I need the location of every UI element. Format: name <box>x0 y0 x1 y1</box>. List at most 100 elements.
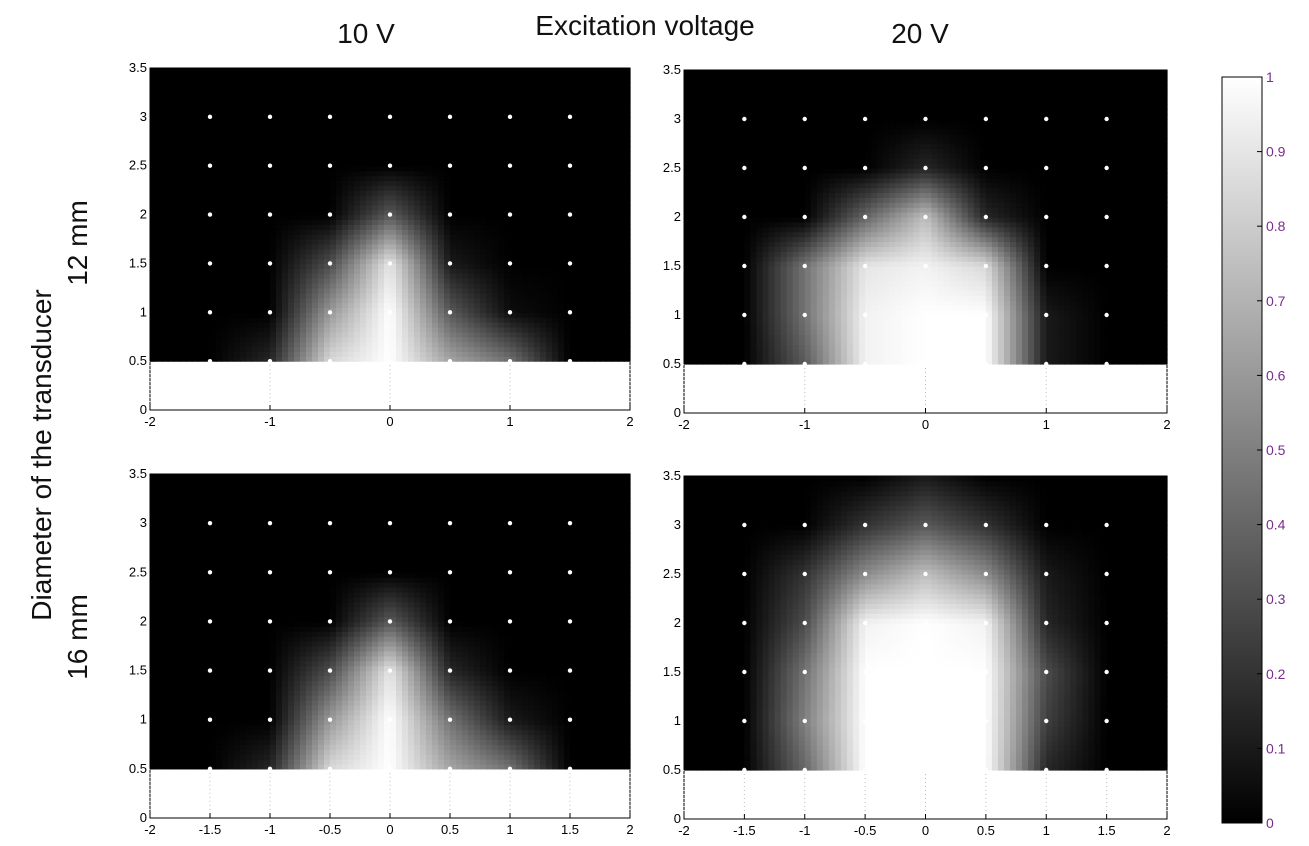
heatmap-cell <box>468 346 475 352</box>
heatmap-cell <box>420 297 427 304</box>
heatmap-cell <box>312 214 319 221</box>
heatmap-cell <box>378 170 385 177</box>
heatmap-cell <box>174 243 181 250</box>
heatmap-cell <box>522 287 529 294</box>
heatmap-cell <box>384 253 391 260</box>
heatmap-cell <box>588 77 595 84</box>
heatmap-cell <box>498 199 505 206</box>
heatmap-cell <box>240 331 247 338</box>
heatmap-cell <box>540 131 547 137</box>
heatmap-cell <box>468 307 475 313</box>
heatmap-cell <box>348 146 355 152</box>
heatmap-cell <box>354 77 361 84</box>
heatmap-cell <box>258 160 265 167</box>
heatmap-cell <box>522 111 529 118</box>
heatmap-cell <box>342 356 349 362</box>
heatmap-cell <box>372 312 379 318</box>
heatmap-cell <box>606 87 613 94</box>
heatmap-cell <box>150 190 157 196</box>
heatmap-cell <box>384 229 391 235</box>
heatmap-cell <box>378 155 385 162</box>
heatmap-cell <box>180 322 187 328</box>
heatmap-cell <box>354 214 361 221</box>
heatmap-cell <box>516 341 523 348</box>
heatmap-cell <box>294 282 301 289</box>
heatmap-cell <box>546 312 553 318</box>
heatmap-cell <box>222 312 229 318</box>
heatmap-cell <box>312 346 319 352</box>
heatmap-cell <box>588 155 595 162</box>
heatmap-cell <box>576 234 583 240</box>
heatmap-cell <box>576 297 583 304</box>
heatmap-cell <box>462 282 469 289</box>
heatmap-cell <box>402 195 409 201</box>
heatmap-cell <box>384 72 391 79</box>
heatmap-cell <box>342 160 349 167</box>
heatmap-cell <box>306 175 313 181</box>
heatmap-cell <box>564 287 571 294</box>
heatmap-cell <box>738 319 745 326</box>
heatmap-cell <box>156 253 163 260</box>
heatmap-cell <box>312 312 319 318</box>
heatmap-cell <box>528 214 535 221</box>
heatmap-cell <box>402 219 409 225</box>
heatmap-cell <box>456 204 463 211</box>
heatmap-cell <box>210 258 217 265</box>
heatmap-cell <box>324 307 331 313</box>
heatmap-cell <box>546 282 553 289</box>
heatmap-cell <box>234 102 241 108</box>
heatmap-cell <box>360 317 367 323</box>
heatmap-cell <box>234 204 241 211</box>
heatmap-cell <box>330 336 337 343</box>
heatmap-cell <box>522 317 529 323</box>
heatmap-cell <box>510 336 517 343</box>
heatmap-cell <box>432 287 439 294</box>
heatmap-cell <box>180 155 187 162</box>
heatmap-cell <box>618 302 625 308</box>
heatmap-cell <box>510 170 517 177</box>
heatmap-cell <box>300 136 307 142</box>
heatmap-cell <box>588 170 595 177</box>
heatmap-cell <box>450 107 457 113</box>
heatmap-cell <box>504 278 511 284</box>
heatmap-cell <box>348 307 355 313</box>
heatmap-cell <box>540 111 547 118</box>
heatmap-cell <box>378 268 385 274</box>
heatmap-cell <box>624 292 631 299</box>
heatmap-cell <box>174 175 181 181</box>
heatmap-cell <box>204 131 211 137</box>
heatmap-cell <box>276 116 283 123</box>
heatmap-cell <box>624 102 631 108</box>
heatmap-cell <box>240 214 247 221</box>
heatmap-cell <box>564 307 571 313</box>
heatmap-cell <box>330 356 337 362</box>
heatmap-cell <box>354 185 361 191</box>
heatmap-cell <box>390 278 397 284</box>
heatmap-cell <box>480 131 487 137</box>
heatmap-cell <box>396 302 403 308</box>
heatmap-cell <box>384 180 391 186</box>
heatmap-cell <box>624 87 631 94</box>
heatmap-cell <box>150 97 157 103</box>
heatmap-cell <box>708 334 715 341</box>
heatmap-cell <box>306 234 313 240</box>
heatmap-cell <box>450 317 457 323</box>
heatmap-cell <box>150 126 157 133</box>
heatmap-cell <box>432 136 439 142</box>
heatmap-cell <box>522 229 529 235</box>
heatmap-cell <box>222 136 229 142</box>
heatmap-cell <box>306 331 313 338</box>
heatmap-cell <box>198 351 205 357</box>
heatmap-cell <box>438 229 445 235</box>
heatmap-cell <box>528 287 535 294</box>
heatmap-cell <box>426 248 433 255</box>
heatmap-cell <box>300 195 307 201</box>
heatmap-cell <box>150 258 157 265</box>
heatmap-cell <box>390 190 397 196</box>
heatmap-cell <box>396 268 403 274</box>
heatmap-cell <box>174 87 181 94</box>
heatmap-cell <box>300 297 307 304</box>
heatmap-cell <box>426 68 433 74</box>
heatmap-cell <box>504 302 511 308</box>
heatmap-cell <box>492 219 499 225</box>
